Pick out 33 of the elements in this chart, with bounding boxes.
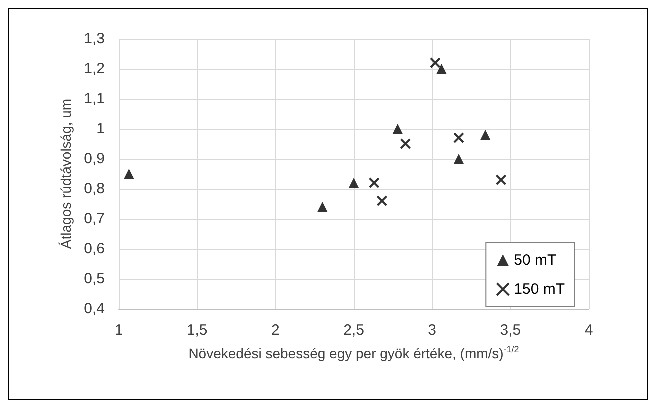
y-tick-label: 0,8 xyxy=(84,180,105,198)
point xyxy=(454,154,464,164)
y-tick-label: 0,9 xyxy=(84,150,105,168)
point xyxy=(392,124,403,134)
point xyxy=(430,58,441,68)
x-tick-label: 2,5 xyxy=(344,322,364,339)
point xyxy=(376,196,388,206)
x-tick-label: 1 xyxy=(114,322,124,339)
y-axis-title: Átlagos rúdtávolság, um xyxy=(58,98,74,250)
x-tick-label: 1,5 xyxy=(186,322,208,339)
x-tick-label: 3,5 xyxy=(500,322,522,339)
y-tick-label: 1 xyxy=(96,120,105,138)
point xyxy=(318,202,328,212)
x-tick-label: 3 xyxy=(428,322,437,339)
y-tick-label: 1,2 xyxy=(84,60,105,78)
point xyxy=(124,169,134,179)
y-tick-label: 1,3 xyxy=(84,30,105,48)
y-tick-label: 0,5 xyxy=(84,270,105,288)
y-tick-label: 0,7 xyxy=(84,210,105,228)
point xyxy=(480,130,491,140)
point xyxy=(496,174,507,186)
y-tick-label: 1,1 xyxy=(84,90,105,108)
point xyxy=(368,178,380,188)
point xyxy=(349,178,359,188)
point xyxy=(453,132,464,144)
x-tick-label: 4 xyxy=(584,322,594,339)
point xyxy=(436,64,447,74)
x-tick-label: 2 xyxy=(271,322,280,339)
legend-label: 150 mT xyxy=(514,281,566,298)
legend-label: 50 mT xyxy=(514,252,557,269)
y-tick-label: 0,4 xyxy=(84,300,105,318)
y-tick-label: 0,6 xyxy=(84,240,105,258)
point xyxy=(400,138,412,150)
